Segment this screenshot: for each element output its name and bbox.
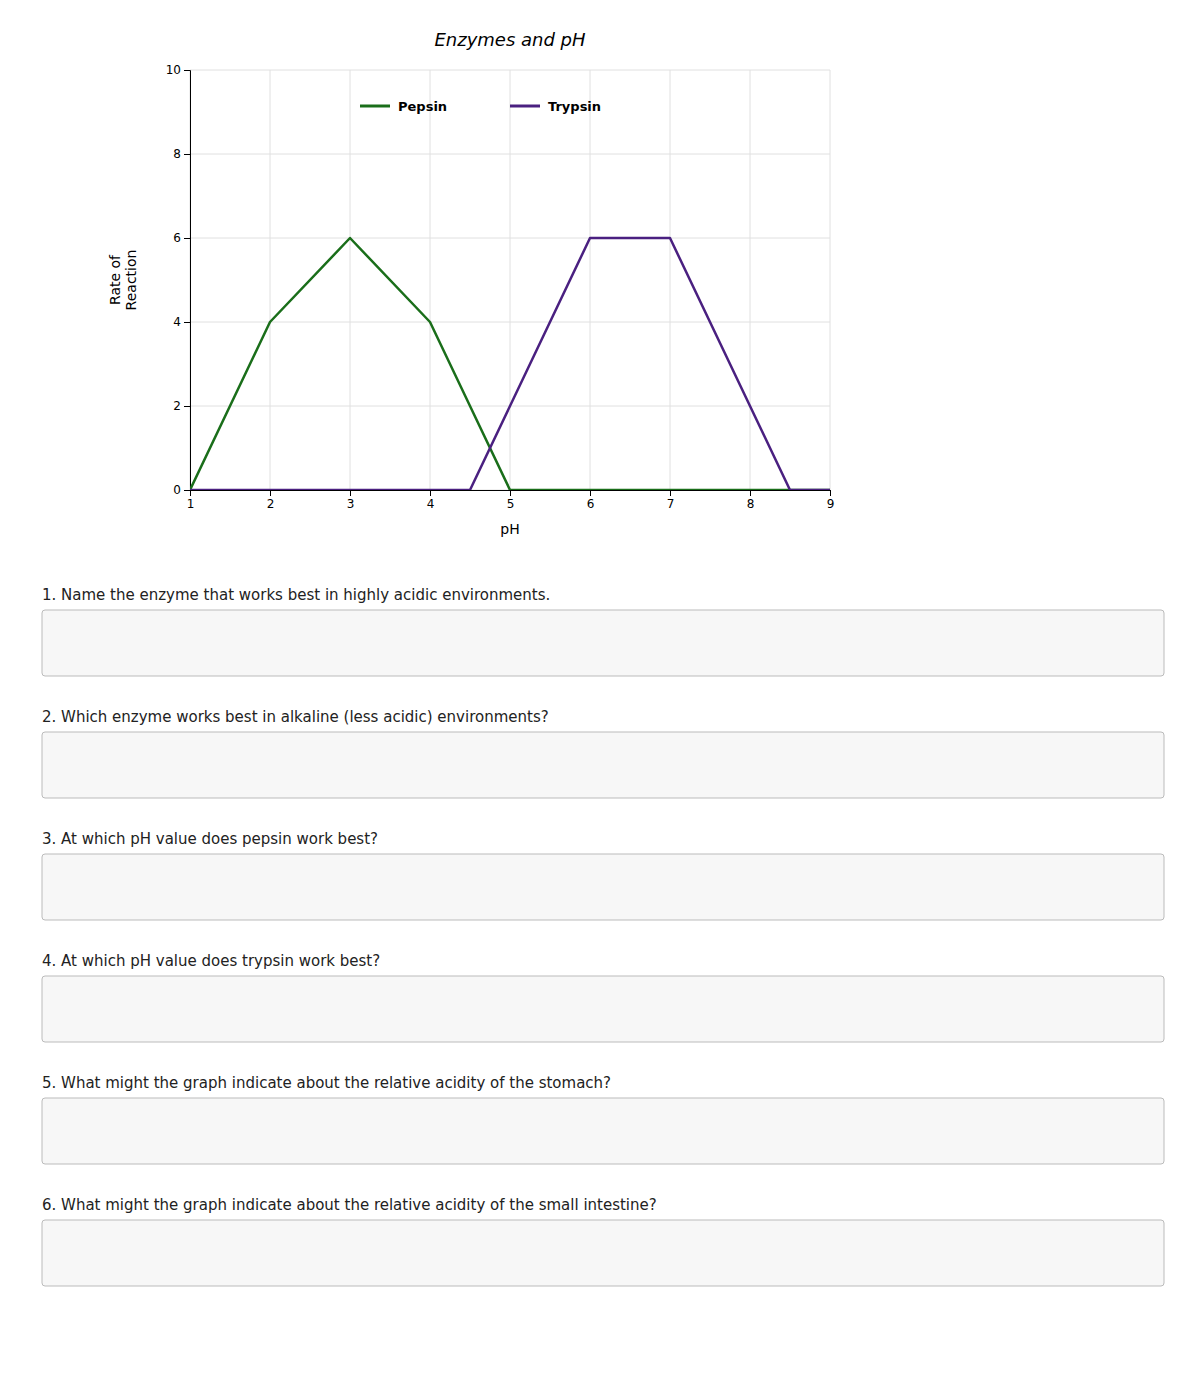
y-tick: 2 xyxy=(173,399,190,413)
x-tick-label: 6 xyxy=(587,497,595,511)
x-tick-label: 7 xyxy=(667,497,675,511)
x-axis-line xyxy=(191,491,831,497)
question-text: 3. At which pH value does pepsin work be… xyxy=(42,830,378,848)
x-tick-mark xyxy=(670,490,671,496)
y-axis-title: Rate ofReaction xyxy=(107,250,140,311)
question-text: 1. Name the enzyme that works best in hi… xyxy=(42,586,550,604)
y-tick-mark xyxy=(184,70,190,71)
grid-line-y xyxy=(190,238,830,239)
y-axis-line xyxy=(184,71,191,491)
grid-line-x xyxy=(750,70,751,490)
x-tick-label: 1 xyxy=(187,497,195,511)
x-tick-mark xyxy=(750,490,751,496)
answer-box[interactable] xyxy=(42,732,1164,798)
y-tick-mark xyxy=(184,154,190,155)
x-tick-label: 2 xyxy=(267,497,275,511)
x-tick: 8 xyxy=(747,490,755,511)
y-tick-label: 10 xyxy=(166,63,181,77)
x-tick-label: 5 xyxy=(507,497,515,511)
grid-line-y xyxy=(190,70,830,71)
grid-line-y xyxy=(190,322,830,323)
y-tick: 4 xyxy=(173,315,190,329)
y-tick-label: 0 xyxy=(173,483,181,497)
x-axis-title: pH xyxy=(500,521,519,537)
x-tick: 6 xyxy=(587,490,595,511)
answer-box[interactable] xyxy=(42,1220,1164,1286)
grid-line-x xyxy=(350,70,351,490)
y-tick: 8 xyxy=(173,147,190,161)
x-tick: 4 xyxy=(427,490,435,511)
answer-box[interactable] xyxy=(42,976,1164,1042)
answer-box[interactable] xyxy=(42,854,1164,920)
x-tick: 3 xyxy=(347,490,355,511)
x-tick-label: 8 xyxy=(747,497,755,511)
questions: 1. Name the enzyme that works best in hi… xyxy=(42,586,1164,1286)
grid-line-x xyxy=(830,70,831,490)
y-tick-mark xyxy=(184,490,190,491)
x-tick-label: 9 xyxy=(827,497,835,511)
question-text: 2. Which enzyme works best in alkaline (… xyxy=(42,708,549,726)
y-axis: 0 2 4 6 8 10 xyxy=(166,63,191,497)
chart-svg: 1 2 3 4 5 6 7 8 9 0 2 4 6 8 10 Pepsin Trypsin Enzymes and… xyxy=(0,0,1200,1390)
x-tick-label: 3 xyxy=(347,497,355,511)
x-tick-mark xyxy=(430,490,431,496)
answer-box[interactable] xyxy=(42,1098,1164,1164)
x-tick-mark xyxy=(350,490,351,496)
y-tick-mark xyxy=(184,406,190,407)
grid-line-x xyxy=(430,70,431,490)
question-text: 4. At which pH value does trypsin work b… xyxy=(42,952,380,970)
grid-line-y xyxy=(190,154,830,155)
legend: Pepsin Trypsin xyxy=(360,99,601,114)
grid-line-x xyxy=(510,70,511,490)
x-tick: 2 xyxy=(267,490,275,511)
legend-item: Trypsin xyxy=(510,99,601,114)
question-text: 5. What might the graph indicate about t… xyxy=(42,1074,611,1092)
grid-line-x xyxy=(590,70,591,490)
x-tick: 7 xyxy=(667,490,675,511)
x-tick-mark xyxy=(510,490,511,496)
legend-label: Pepsin xyxy=(398,99,447,114)
x-tick: 5 xyxy=(507,490,515,511)
series-line xyxy=(190,238,830,490)
x-tick-mark xyxy=(590,490,591,496)
y-tick-label: 8 xyxy=(173,147,181,161)
y-tick-mark xyxy=(184,322,190,323)
y-tick-label: 2 xyxy=(173,399,181,413)
legend-label: Trypsin xyxy=(548,99,601,114)
grid xyxy=(190,70,830,490)
legend-item: Pepsin xyxy=(360,99,447,114)
y-tick-label: 6 xyxy=(173,231,181,245)
lines xyxy=(190,238,830,490)
x-tick-mark xyxy=(270,490,271,496)
grid-line-x xyxy=(270,70,271,490)
x-tick-mark xyxy=(830,490,831,496)
x-tick: 9 xyxy=(827,490,835,511)
y-tick-mark xyxy=(184,238,190,239)
x-axis: 1 2 3 4 5 6 7 8 9 xyxy=(187,490,835,511)
y-tick: 6 xyxy=(173,231,190,245)
answer-box[interactable] xyxy=(42,610,1164,676)
y-tick: 10 xyxy=(166,63,190,77)
legend-swatch xyxy=(510,105,540,108)
x-tick: 1 xyxy=(187,490,195,511)
y-tick: 0 xyxy=(173,483,190,497)
question-text: 6. What might the graph indicate about t… xyxy=(42,1196,657,1214)
title: Enzymes and pH xyxy=(434,29,586,50)
plot: 1 2 3 4 5 6 7 8 9 0 2 4 6 8 10 Pepsin Trypsin xyxy=(166,63,835,510)
x-tick-label: 4 xyxy=(427,497,435,511)
legend-swatch xyxy=(360,105,390,108)
grid-line-x xyxy=(670,70,671,490)
series-line xyxy=(190,238,830,490)
y-tick-label: 4 xyxy=(173,315,181,329)
